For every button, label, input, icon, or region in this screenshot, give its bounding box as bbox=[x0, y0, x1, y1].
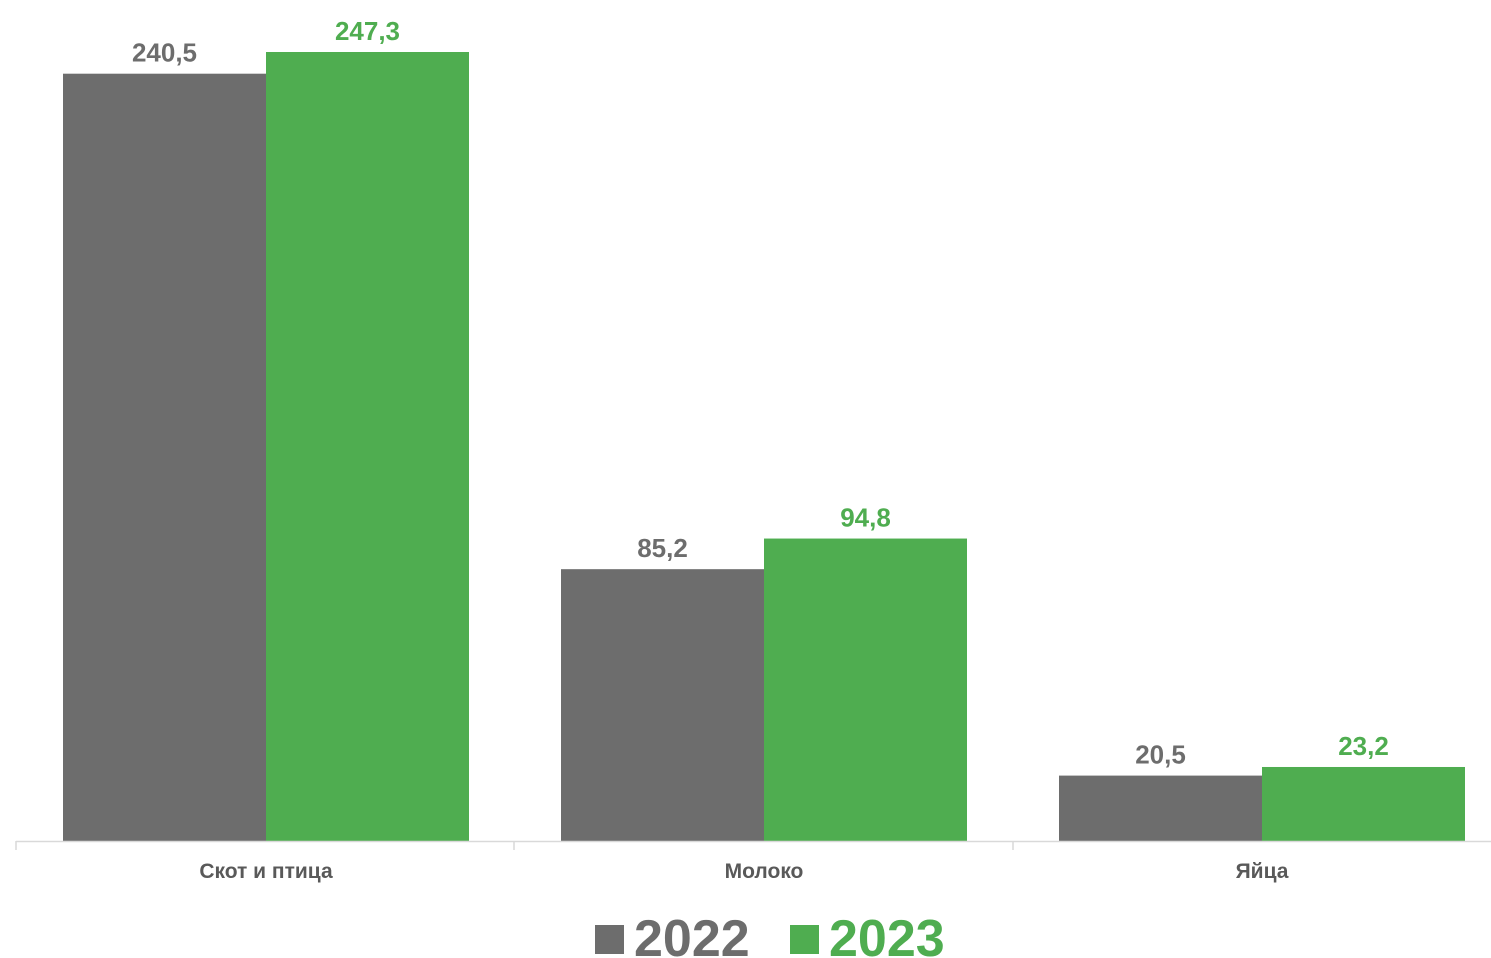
bar-2022-3 bbox=[1059, 775, 1262, 841]
legend-swatch-2023 bbox=[790, 925, 819, 954]
legend: 2022 2023 bbox=[595, 910, 945, 958]
bar-2022-2 bbox=[561, 569, 764, 841]
category-label-1: Скот и птица bbox=[199, 860, 333, 883]
data-label-2023-3: 23,2 bbox=[1338, 731, 1389, 761]
category-label-3: Яйца bbox=[1236, 860, 1289, 883]
legend-swatch-2022 bbox=[595, 925, 624, 954]
bar-2023-3 bbox=[1262, 766, 1465, 841]
data-label-2022-2: 85,2 bbox=[637, 533, 688, 563]
legend-label-2022: 2022 bbox=[634, 910, 750, 958]
data-label-2022-3: 20,5 bbox=[1135, 740, 1186, 770]
data-labels: 240,5 85,2 20,5 247,3 94,8 23,2 bbox=[132, 16, 1389, 770]
legend-label-2023: 2023 bbox=[829, 910, 945, 958]
data-label-2023-1: 247,3 bbox=[335, 16, 400, 46]
bar-2022-1 bbox=[63, 73, 266, 841]
bar-2023-1 bbox=[266, 52, 469, 841]
data-label-2023-2: 94,8 bbox=[840, 503, 891, 533]
bar-2023-2 bbox=[764, 538, 967, 841]
category-label-2: Молоко bbox=[725, 860, 804, 883]
category-labels: Скот и птица Молоко Яйца bbox=[199, 860, 1288, 883]
x-axis-ticks bbox=[15, 841, 1014, 850]
data-label-2022-1: 240,5 bbox=[132, 38, 197, 68]
bars bbox=[63, 52, 1465, 841]
